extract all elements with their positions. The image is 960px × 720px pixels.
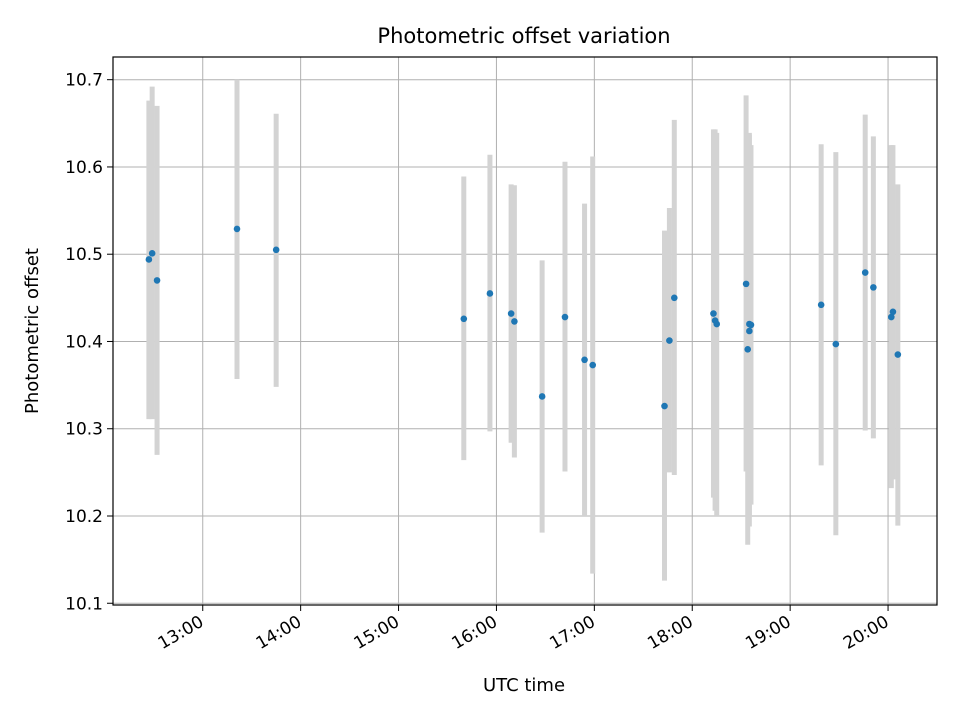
data-point [713,320,721,328]
y-tick-label: 10.1 [65,594,103,614]
data-point [670,294,678,302]
data-point [538,393,546,400]
plot-area-frame [112,56,938,606]
data-point [661,402,668,410]
y-tick-label: 10.2 [65,507,103,527]
y-tick-label: 10.3 [65,420,103,440]
y-axis-label: Photometric offset [22,248,43,414]
data-point [746,327,753,335]
y-tick-label: 10.6 [65,158,103,178]
data-point [460,315,468,323]
data-point [888,313,895,321]
data-point [744,346,752,353]
data-point [589,361,597,369]
data-point [870,284,877,291]
data-point [889,308,897,316]
y-tick-label: 10.5 [65,245,103,265]
data-point [511,318,518,325]
data-point [710,310,717,317]
data-point [817,301,825,309]
data-point [507,310,515,317]
chart-title: Photometric offset variation [377,24,670,48]
data-point [148,250,156,257]
y-tick-label: 10.7 [65,71,103,91]
data-point [581,356,588,364]
data-point [561,313,569,321]
data-point [861,269,869,276]
data-point [272,246,280,254]
data-point [666,337,673,344]
data-point [486,290,494,297]
y-tick-label: 10.4 [65,332,103,352]
data-point [832,340,840,348]
data-point [145,256,153,263]
data-point [894,351,902,358]
data-points [145,225,902,410]
data-point [233,225,241,233]
y-axis-ticks: 10.1 10.2 10.3 10.4 10.5 10.6 10.7 [65,71,113,614]
data-point [742,280,750,288]
x-axis-label: UTC time [483,675,565,696]
data-point [747,321,755,329]
data-point [153,277,161,284]
